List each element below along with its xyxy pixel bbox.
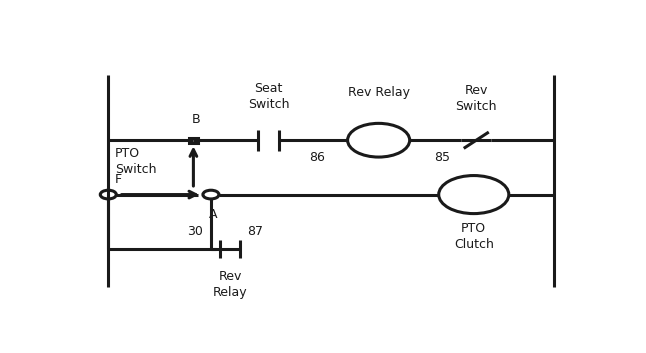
- Text: Rev
Switch: Rev Switch: [455, 84, 497, 113]
- Text: 30: 30: [187, 225, 203, 238]
- Text: 85: 85: [434, 151, 450, 164]
- Text: Seat
Switch: Seat Switch: [248, 82, 289, 111]
- Text: A: A: [209, 209, 218, 221]
- Text: 87: 87: [247, 225, 263, 238]
- Bar: [189, 138, 198, 143]
- Text: Rev
Relay: Rev Relay: [213, 270, 247, 299]
- Text: Rev Relay: Rev Relay: [348, 86, 410, 99]
- Text: B: B: [192, 113, 200, 126]
- Text: PTO
Switch: PTO Switch: [115, 148, 156, 176]
- Text: F: F: [114, 173, 121, 186]
- Text: PTO
Clutch: PTO Clutch: [454, 222, 494, 251]
- Text: 86: 86: [309, 151, 326, 164]
